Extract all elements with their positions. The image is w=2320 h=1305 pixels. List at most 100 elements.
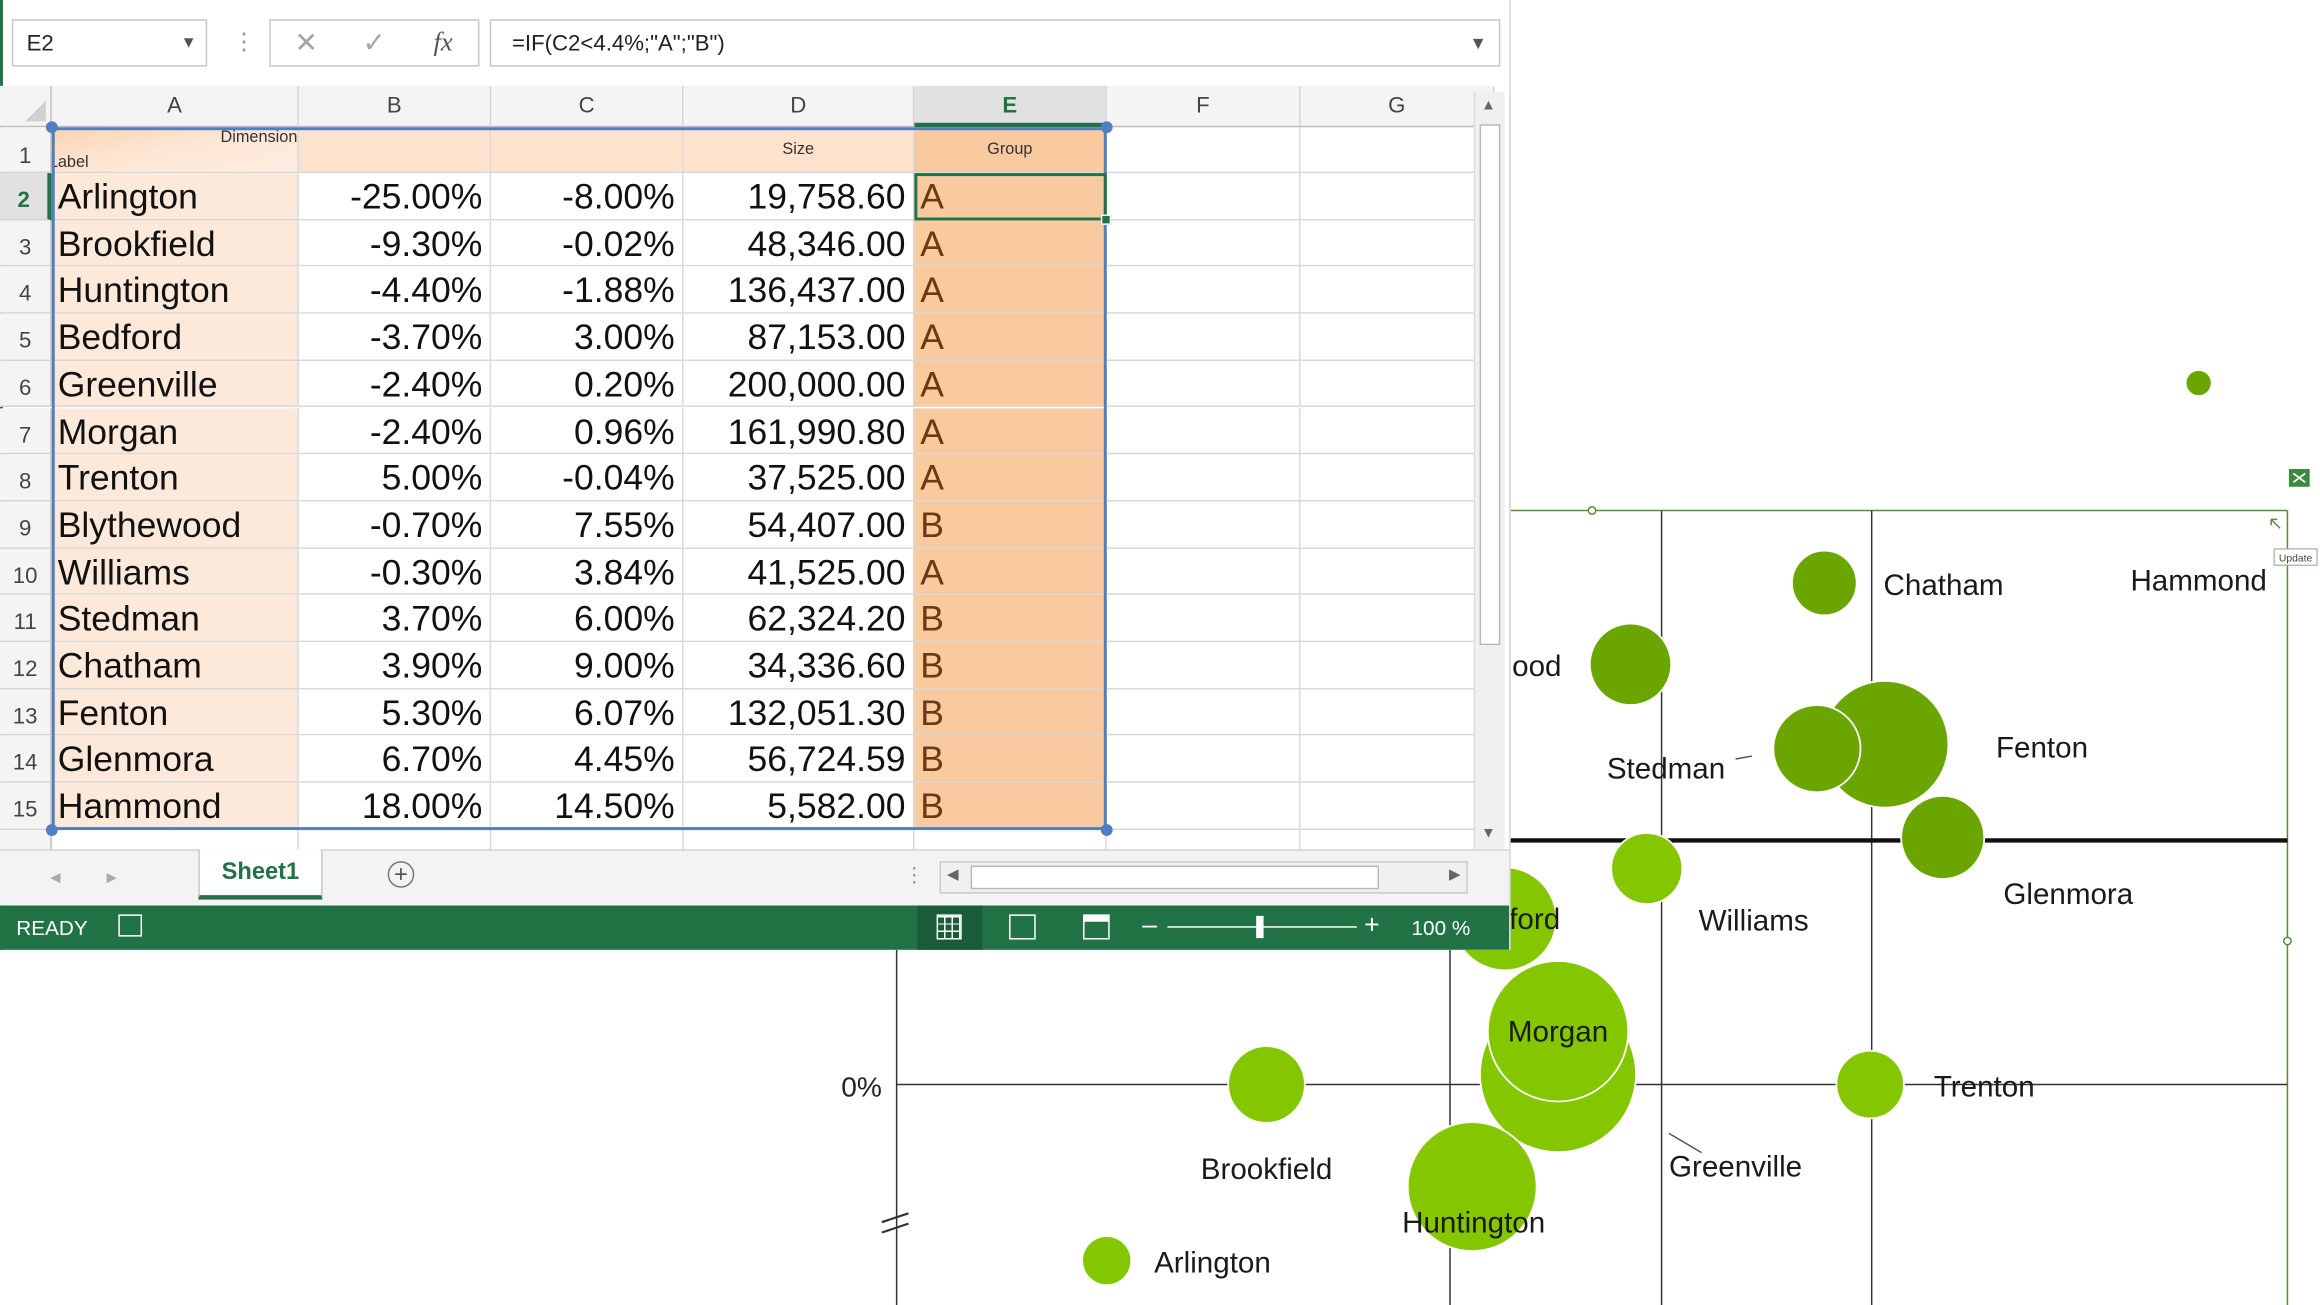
- resize-arrow-icon[interactable]: [2270, 518, 2281, 529]
- empty-cell[interactable]: [1300, 454, 1495, 502]
- range-handle-tr[interactable]: [1100, 121, 1113, 134]
- empty-cell[interactable]: [1107, 829, 1301, 860]
- bubble-chatham[interactable]: [1791, 549, 1858, 617]
- chart-resize-handle-right[interactable]: [2283, 936, 2292, 946]
- prev-sheet-icon[interactable]: ◂: [50, 864, 61, 888]
- empty-cell[interactable]: [1300, 735, 1495, 783]
- row-header-1[interactable]: 1: [0, 127, 52, 174]
- formula-input[interactable]: =IF(C2<4.4%;"A";"B") ▼: [489, 19, 1501, 67]
- cell-b9[interactable]: -0.70%: [298, 501, 492, 549]
- cell-b2[interactable]: -25.00%: [298, 173, 492, 220]
- cell-a14[interactable]: Glenmora: [51, 735, 299, 783]
- zoom-slider-thumb[interactable]: [1256, 915, 1264, 939]
- cell-d2[interactable]: 19,758.60: [683, 173, 915, 220]
- cell-c6[interactable]: 0.20%: [491, 360, 684, 408]
- empty-cell[interactable]: [1106, 595, 1301, 643]
- range-handle-br[interactable]: [1100, 823, 1113, 836]
- cell-a2[interactable]: Arlington: [51, 173, 299, 220]
- page-layout-view-icon[interactable]: [1009, 914, 1036, 940]
- chart-resize-handle-top[interactable]: [1587, 506, 1597, 515]
- cell-e10[interactable]: A: [914, 548, 1107, 596]
- empty-cell[interactable]: [1106, 173, 1301, 220]
- bubble-arlington[interactable]: [1081, 1235, 1133, 1287]
- empty-cell[interactable]: [1300, 313, 1495, 361]
- empty-cell[interactable]: [1106, 266, 1301, 314]
- header-cell-d1[interactable]: Size: [683, 127, 915, 174]
- cell-e3[interactable]: A: [914, 219, 1107, 267]
- cancel-icon[interactable]: ✕: [294, 28, 318, 60]
- cell-d12[interactable]: 34,336.60: [683, 642, 915, 690]
- empty-cell[interactable]: [1106, 689, 1301, 736]
- formula-bar-grip-icon[interactable]: ⋮: [232, 29, 256, 55]
- cell-c15[interactable]: 14.50%: [491, 782, 684, 830]
- cell-e7[interactable]: A: [914, 407, 1107, 455]
- cell-b6[interactable]: -2.40%: [298, 360, 492, 408]
- tab-split-grip-icon[interactable]: ⋮: [904, 862, 925, 887]
- row-header-2[interactable]: 2: [0, 173, 52, 220]
- cell-a7[interactable]: Morgan: [51, 407, 299, 455]
- header-cell-e1[interactable]: Group: [914, 127, 1107, 174]
- cell-d10[interactable]: 41,525.00: [683, 548, 915, 596]
- cell-c3[interactable]: -0.02%: [491, 219, 684, 267]
- scroll-up-arrow-icon[interactable]: ▲: [1481, 97, 1496, 114]
- chart-flag-icon[interactable]: [2288, 469, 2310, 487]
- scroll-right-arrow-icon[interactable]: ▶: [1448, 867, 1461, 884]
- empty-cell[interactable]: [1300, 407, 1495, 455]
- empty-cell[interactable]: [299, 829, 492, 860]
- cell-b12[interactable]: 3.90%: [298, 642, 492, 690]
- empty-cell[interactable]: [1300, 501, 1495, 549]
- cell-c11[interactable]: 6.00%: [491, 595, 684, 643]
- zoom-out-icon[interactable]: –: [1142, 909, 1158, 940]
- cell-e5[interactable]: A: [914, 313, 1107, 361]
- cell-a12[interactable]: Chatham: [51, 642, 299, 690]
- cell-c9[interactable]: 7.55%: [491, 501, 684, 549]
- empty-cell[interactable]: [1106, 454, 1301, 502]
- cell-d7[interactable]: 161,990.80: [683, 407, 915, 455]
- cell-d6[interactable]: 200,000.00: [683, 360, 915, 408]
- empty-cell[interactable]: [1300, 689, 1495, 736]
- cell-c12[interactable]: 9.00%: [491, 642, 684, 690]
- bubble-williams[interactable]: [1610, 832, 1684, 905]
- update-button[interactable]: Update: [2273, 548, 2318, 566]
- cell-b15[interactable]: 18.00%: [298, 782, 492, 830]
- cell-e11[interactable]: B: [914, 595, 1107, 643]
- cell-b11[interactable]: 3.70%: [298, 595, 492, 643]
- empty-cell[interactable]: [1300, 782, 1495, 830]
- cell-d9[interactable]: 54,407.00: [683, 501, 915, 549]
- chevron-down-icon[interactable]: ▼: [180, 34, 197, 52]
- row-header-11[interactable]: 11: [0, 595, 52, 643]
- row-header-7[interactable]: 7: [0, 407, 52, 455]
- cell-d3[interactable]: 48,346.00: [683, 219, 915, 267]
- bubble-blythewood[interactable]: [1588, 622, 1673, 706]
- empty-cell[interactable]: [1300, 219, 1495, 267]
- empty-cell[interactable]: [1300, 127, 1495, 174]
- cell-d5[interactable]: 87,153.00: [683, 313, 915, 361]
- cell-b14[interactable]: 6.70%: [298, 735, 492, 783]
- cell-c5[interactable]: 3.00%: [491, 313, 684, 361]
- cell-e15[interactable]: B: [914, 782, 1107, 830]
- row-header-15[interactable]: 15: [0, 782, 52, 830]
- row-header-3[interactable]: 3: [0, 219, 52, 267]
- empty-cell[interactable]: [52, 829, 299, 860]
- cell-e9[interactable]: B: [914, 501, 1107, 549]
- cell-b3[interactable]: -9.30%: [298, 219, 492, 267]
- empty-cell[interactable]: [1106, 735, 1301, 783]
- column-header-a[interactable]: A: [51, 85, 299, 128]
- cell-e6[interactable]: A: [914, 360, 1107, 408]
- bubble-huntington[interactable]: [1406, 1121, 1538, 1252]
- empty-cell[interactable]: [1300, 595, 1495, 643]
- range-handle-tl[interactable]: [45, 121, 58, 134]
- cell-d14[interactable]: 56,724.59: [683, 735, 915, 783]
- row-header-13[interactable]: 13: [0, 689, 52, 736]
- fill-handle[interactable]: [1100, 214, 1112, 225]
- cell-e13[interactable]: B: [914, 689, 1107, 736]
- row-header-10[interactable]: 10: [0, 548, 52, 596]
- cell-c2[interactable]: -8.00%: [491, 173, 684, 220]
- row-header-5[interactable]: 5: [0, 313, 52, 361]
- row-header-14[interactable]: 14: [0, 735, 52, 783]
- empty-cell[interactable]: [1300, 173, 1495, 220]
- cell-a13[interactable]: Fenton: [51, 689, 299, 736]
- row-header-6[interactable]: 6: [0, 360, 52, 408]
- cell-e12[interactable]: B: [914, 642, 1107, 690]
- cell-b13[interactable]: 5.30%: [298, 689, 492, 736]
